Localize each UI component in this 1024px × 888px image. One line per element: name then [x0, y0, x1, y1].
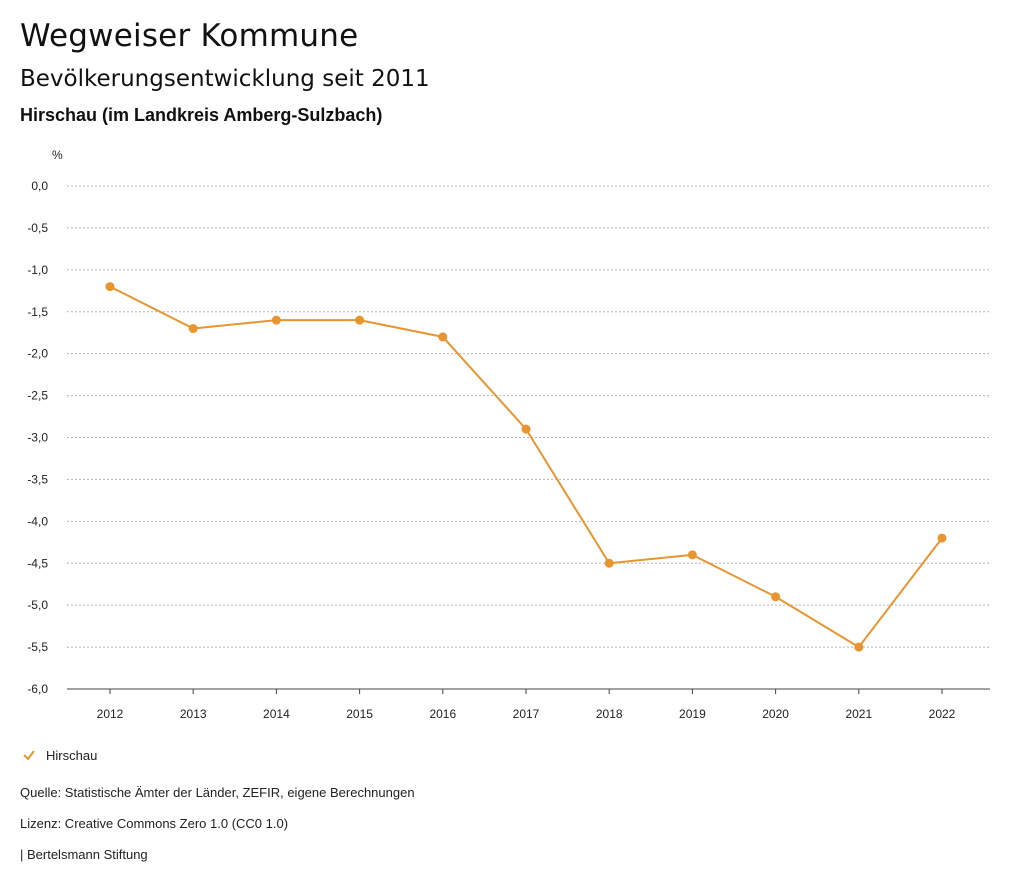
- y-tick-label: -6,0: [27, 682, 48, 696]
- y-tick-label: -2,0: [27, 347, 48, 361]
- x-tick-label: 2012: [97, 707, 124, 721]
- x-tick-label: 2021: [845, 707, 872, 721]
- series-line: [109, 285, 943, 649]
- chart-subtitle: Bevölkerungsentwicklung seit 2011: [20, 66, 430, 92]
- y-tick-label: -5,0: [27, 598, 48, 612]
- check-icon: [23, 750, 35, 761]
- x-tick-label: 2017: [513, 707, 540, 721]
- x-tick-label: 2018: [596, 707, 623, 721]
- chart-location: Hirschau (im Landkreis Amberg-Sulzbach): [20, 105, 383, 125]
- x-tick-label: 2016: [429, 707, 456, 721]
- y-tick-label: -1,0: [27, 263, 48, 277]
- y-axis-unit-label: %: [52, 148, 63, 162]
- chart-title: Wegweiser Kommune: [20, 18, 359, 54]
- source-note: Quelle: Statistische Ämter der Länder, Z…: [20, 785, 415, 800]
- data-point: [937, 533, 947, 543]
- y-tick-label: -2,5: [27, 389, 48, 403]
- y-tick-label: -3,5: [27, 472, 48, 486]
- y-tick-label: -5,5: [27, 640, 48, 654]
- y-tick-label: -0,5: [27, 221, 48, 235]
- x-tick-label: 2022: [929, 707, 956, 721]
- y-tick-label: -1,5: [27, 305, 48, 319]
- x-tick-label: 2013: [180, 707, 207, 721]
- license-note: Lizenz: Creative Commons Zero 1.0 (CC0 1…: [20, 816, 289, 831]
- x-tick-label: 2014: [263, 707, 290, 721]
- x-tick-label: 2019: [679, 707, 706, 721]
- data-point: [687, 550, 697, 560]
- data-point: [105, 282, 115, 292]
- legend[interactable]: Hirschau: [22, 745, 97, 765]
- x-tick-label: 2015: [346, 707, 373, 721]
- legend-label: Hirschau: [46, 747, 98, 763]
- data-point: [355, 315, 365, 325]
- data-point: [438, 332, 448, 342]
- data-point: [271, 315, 281, 325]
- data-point: [521, 424, 531, 434]
- data-point: [188, 324, 198, 334]
- y-tick-label: -3,0: [27, 431, 48, 445]
- data-point: [604, 558, 614, 568]
- line-chart: % 0,0 -0,5 -1,0 -1,5 -2,0 -2,5 -3,0 -3,5 -4,0 -4,5…: [27, 148, 990, 721]
- y-tick-label: -4,0: [27, 514, 48, 528]
- y-tick-label: 0,0: [31, 179, 48, 193]
- data-point: [854, 642, 864, 652]
- y-tick-label: -4,5: [27, 556, 48, 570]
- publisher-note: | Bertelsmann Stiftung: [20, 847, 148, 862]
- data-point: [771, 592, 781, 602]
- x-tick-label: 2020: [762, 707, 789, 721]
